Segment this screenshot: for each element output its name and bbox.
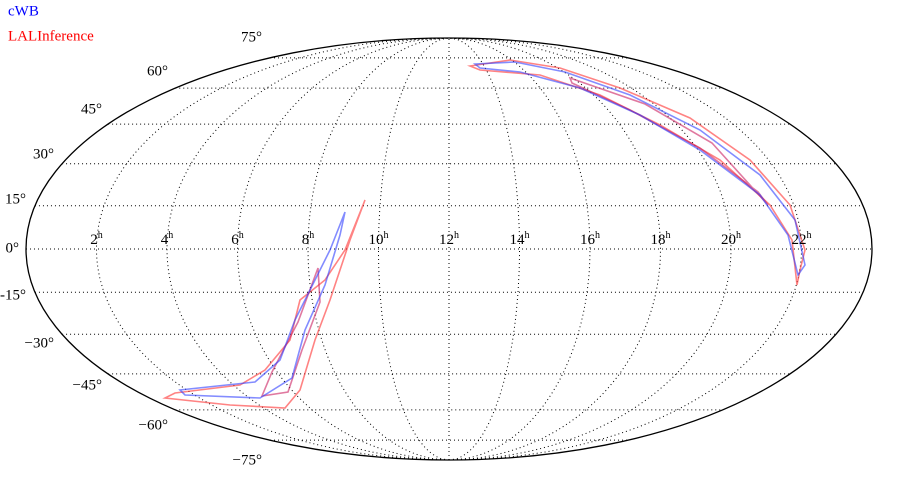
meridian (236, 37, 450, 461)
latitude-label: 75° (241, 29, 262, 45)
ra-hours: 18 (651, 232, 666, 248)
contour (178, 211, 346, 399)
ra-label: 2h (90, 230, 103, 248)
ra-hours: 16 (580, 232, 596, 248)
labels: cWB LALInference 75° 60° 45° 30° 15° 0° -15° −30°… (0, 3, 812, 468)
ra-label: 8h (302, 230, 315, 248)
ra-label: 6h (231, 230, 244, 248)
contour (466, 59, 806, 286)
ra-unit: h (525, 230, 530, 241)
ra-hours: 4 (161, 232, 169, 248)
meridian (448, 37, 803, 461)
ra-unit: h (807, 230, 812, 241)
ra-label: 22h (792, 230, 812, 248)
contour (568, 76, 769, 206)
ra-unit: h (309, 230, 314, 241)
graticule (26, 37, 872, 461)
ra-label: 12h (439, 230, 459, 248)
legend-entry: cWB (8, 3, 39, 19)
ra-unit: h (168, 230, 173, 241)
ra-unit: h (98, 230, 103, 241)
latitude-label: 60° (147, 63, 168, 79)
map-boundary (25, 37, 873, 461)
latitude-label: 0° (6, 240, 20, 256)
meridian (95, 37, 450, 461)
latitude-label: 45° (81, 101, 102, 117)
latitude-label: −45° (73, 377, 102, 393)
ra-label: 20h (721, 230, 741, 248)
contours-lalinference (162, 59, 806, 409)
ra-hours: 20 (721, 232, 736, 248)
ra-hours: 12 (439, 232, 454, 248)
legend-entry: LALInference (8, 28, 94, 44)
ra-hours: 10 (369, 232, 384, 248)
contours-cwb (178, 61, 806, 399)
latitude-label: −75° (233, 452, 262, 468)
contour (162, 199, 366, 409)
ra-hours: 2 (90, 232, 98, 248)
meridian (448, 37, 662, 461)
latitude-label: −30° (25, 335, 54, 351)
ra-unit: h (666, 230, 671, 241)
ra-hours: 8 (302, 232, 310, 248)
ra-hours: 14 (510, 232, 526, 248)
ra-label: 10h (369, 230, 389, 248)
ra-unit: h (239, 230, 244, 241)
meridian (448, 37, 520, 461)
ra-unit: h (384, 230, 389, 241)
ra-unit: h (736, 230, 741, 241)
ra-unit: h (595, 230, 600, 241)
latitude-label: −60° (139, 417, 168, 433)
ra-hours: 22 (792, 232, 807, 248)
contour (472, 61, 806, 277)
ra-label: 14h (510, 230, 530, 248)
contour (260, 267, 321, 398)
latitude-label: -15° (0, 287, 26, 303)
ra-unit: h (454, 230, 459, 241)
latitude-label: 15° (5, 191, 26, 207)
ra-hours: 6 (231, 232, 239, 248)
ra-label: 4h (161, 230, 174, 248)
ra-label: 16h (580, 230, 600, 248)
latitude-label: 30° (33, 146, 54, 162)
ra-label: 18h (651, 230, 671, 248)
